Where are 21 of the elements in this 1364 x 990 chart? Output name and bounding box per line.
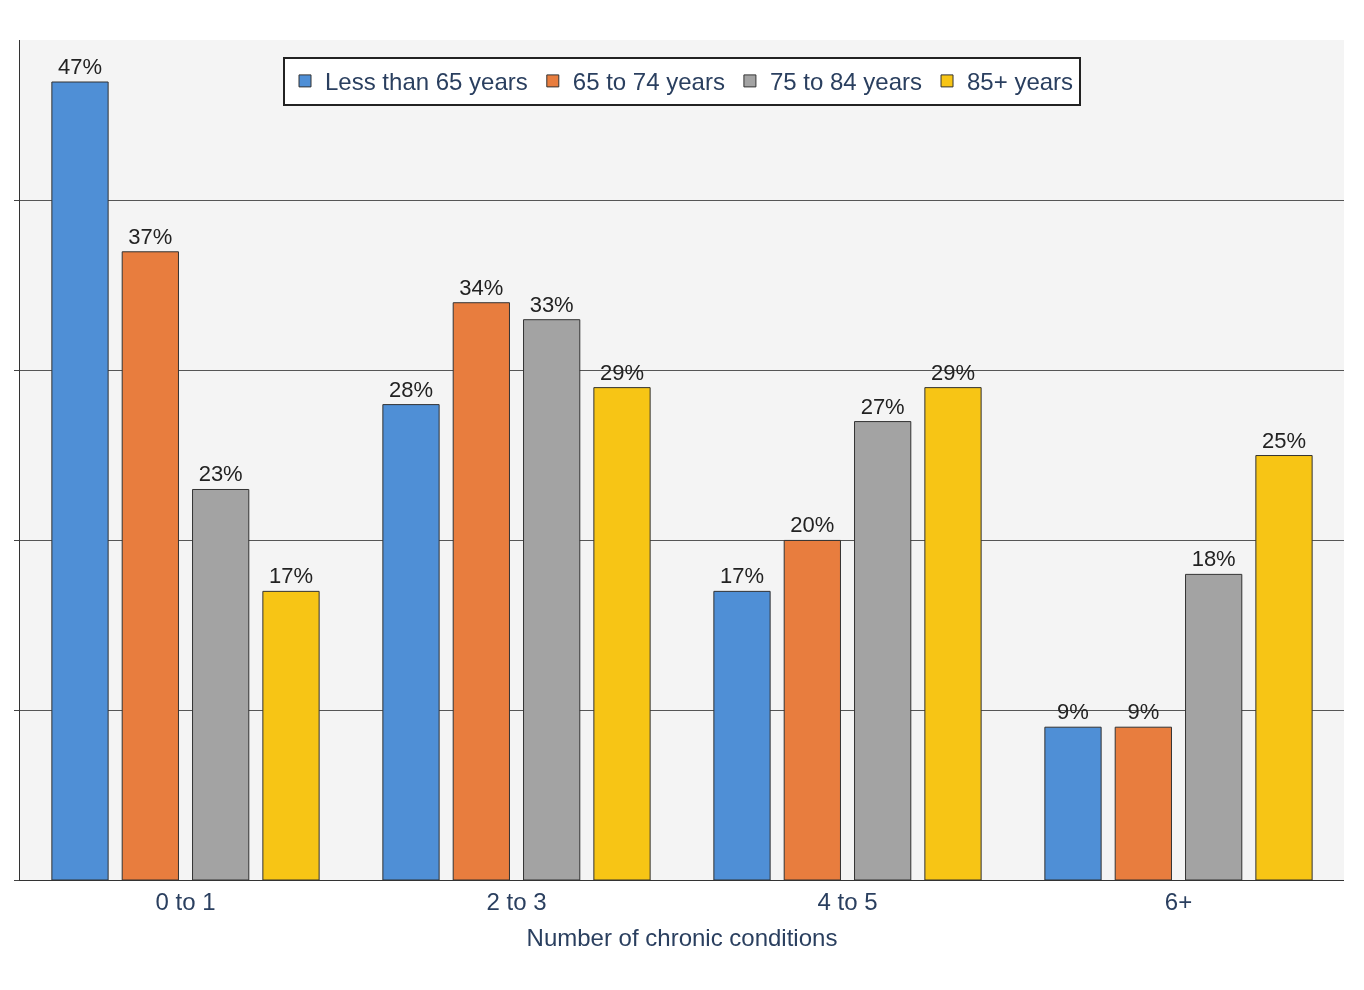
data-label: 20%: [790, 512, 835, 538]
legend-label: 75 to 84 years: [769, 68, 923, 96]
x-tick-label: 0 to 1: [155, 887, 216, 915]
legend-label: 65 to 74 years: [572, 68, 725, 96]
legend-label: 85+ years: [967, 68, 1074, 96]
data-label: 33%: [529, 291, 574, 317]
x-tick-label: 6+: [1164, 887, 1193, 915]
x-tick-label: 2 to 3: [486, 887, 547, 915]
data-label: 37%: [128, 223, 173, 249]
data-label: 47%: [57, 54, 103, 79]
data-label: 34%: [459, 274, 504, 300]
data-label: 17%: [719, 563, 765, 589]
data-label: 28%: [388, 376, 434, 402]
data-label: 27%: [860, 393, 905, 419]
x-tick-label: 4 to 5: [817, 887, 878, 915]
data-label: 25%: [1261, 427, 1307, 453]
data-label: 23%: [198, 461, 243, 487]
x-axis-title: Number of chronic conditions: [526, 924, 838, 952]
data-label: 17%: [268, 563, 314, 589]
data-label: 18%: [1191, 546, 1236, 572]
legend-label: Less than 65 years: [325, 68, 528, 96]
